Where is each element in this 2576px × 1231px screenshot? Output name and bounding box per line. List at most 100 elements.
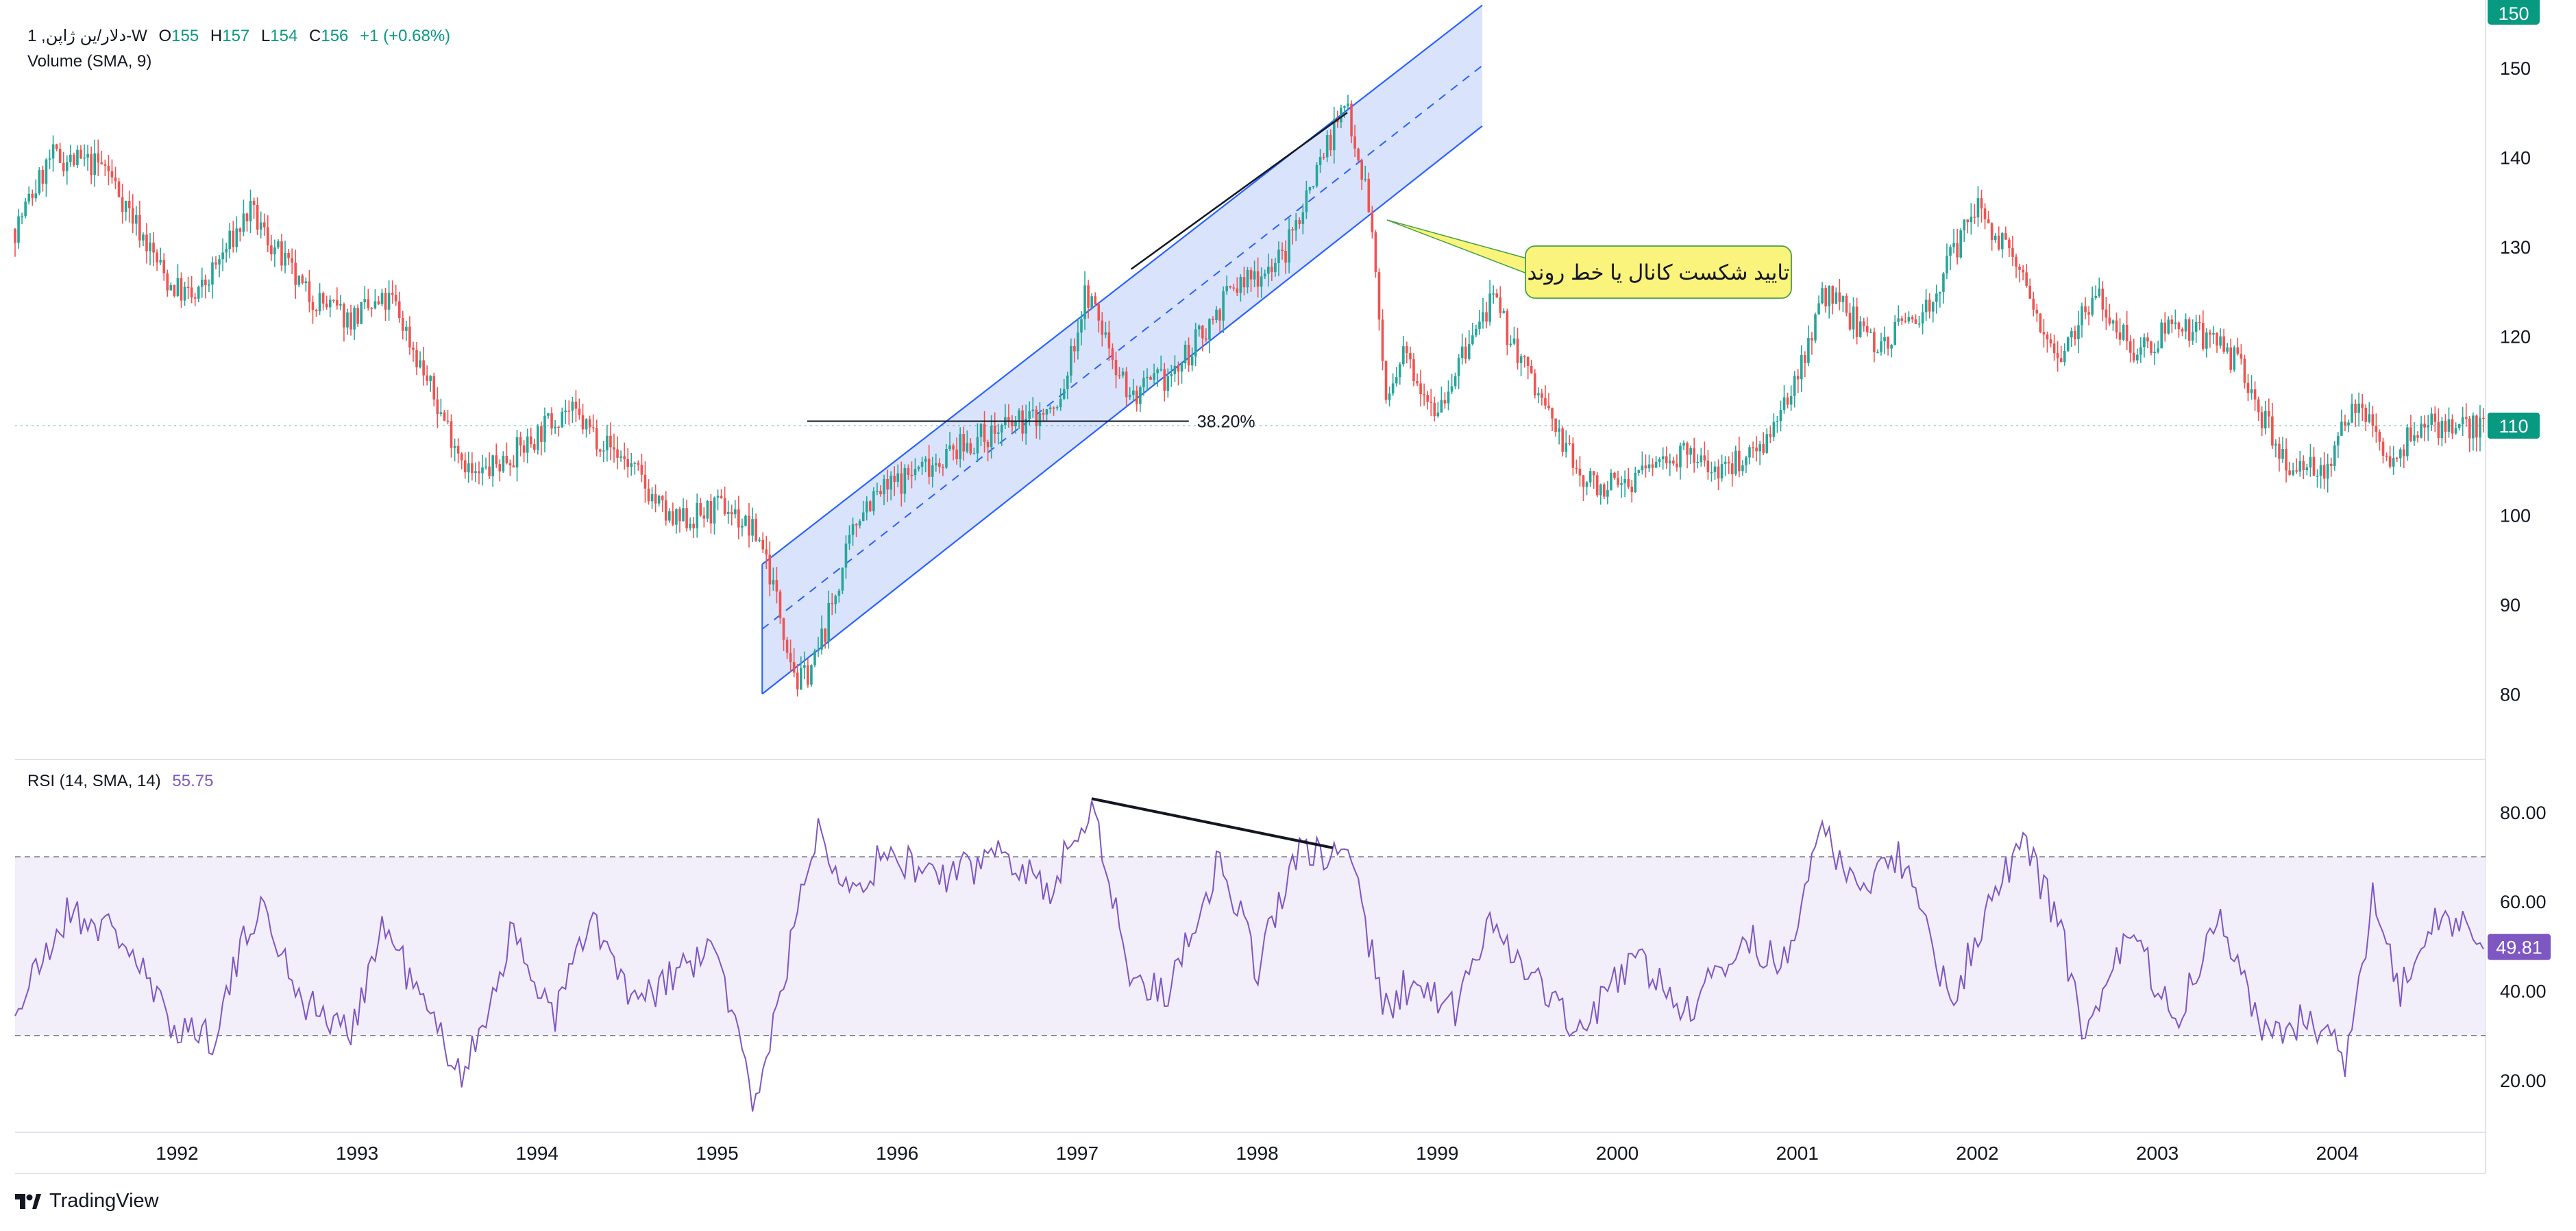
candle bbox=[45, 158, 48, 197]
candle bbox=[1537, 387, 1540, 404]
candle-body bbox=[640, 465, 643, 475]
candle bbox=[79, 145, 82, 160]
candle bbox=[2298, 450, 2302, 477]
candle bbox=[755, 513, 757, 542]
candle-body bbox=[2198, 321, 2201, 324]
candle bbox=[2115, 312, 2118, 339]
candle bbox=[1218, 308, 1221, 332]
candle-body bbox=[1097, 304, 1101, 321]
candle-body bbox=[1782, 397, 1786, 411]
candle bbox=[924, 456, 927, 472]
candle-body bbox=[650, 493, 654, 502]
candle-body bbox=[90, 154, 93, 175]
candle-body bbox=[1271, 267, 1273, 273]
candle-body bbox=[844, 544, 848, 568]
candle-body bbox=[2464, 417, 2468, 419]
candle-body bbox=[249, 201, 252, 221]
candle bbox=[1468, 330, 1471, 361]
candle-body bbox=[1239, 277, 1242, 293]
candle-body bbox=[439, 412, 443, 414]
candle bbox=[1703, 441, 1706, 467]
candle-body bbox=[1177, 365, 1180, 371]
candle bbox=[502, 451, 505, 474]
candle bbox=[1371, 206, 1374, 239]
candle-body bbox=[2454, 428, 2457, 434]
tradingview-brand[interactable]: TradingView bbox=[15, 1190, 159, 1212]
top-price-badge-bg bbox=[2488, 0, 2540, 25]
candle bbox=[2216, 332, 2218, 353]
candle bbox=[876, 483, 879, 496]
candle bbox=[1900, 315, 1904, 326]
rsi-label[interactable]: RSI (14, SMA, 14) bbox=[27, 772, 161, 790]
candle bbox=[2132, 338, 2135, 363]
candle-body bbox=[301, 275, 304, 284]
candle-body bbox=[2139, 347, 2142, 355]
candle-body bbox=[993, 425, 996, 434]
regression-channel[interactable] bbox=[761, 4, 1483, 695]
candle-body bbox=[2260, 412, 2264, 429]
fib-retracement[interactable]: 38.20% bbox=[807, 412, 1255, 431]
candle-body bbox=[1627, 478, 1630, 487]
candle-body bbox=[2181, 329, 2184, 332]
candle bbox=[2236, 337, 2240, 356]
candle bbox=[865, 496, 868, 521]
candle-body bbox=[1973, 217, 1976, 218]
candle-body bbox=[1817, 303, 1820, 315]
candle bbox=[142, 232, 145, 247]
volume-legend[interactable]: Volume (SMA, 9) bbox=[27, 52, 152, 71]
callout-annotation[interactable]: تایید شکست کانال یا خط روند bbox=[1386, 219, 1792, 299]
candle bbox=[1595, 472, 1599, 498]
candle bbox=[2337, 432, 2340, 458]
candle-body bbox=[1336, 119, 1339, 123]
candle-body bbox=[422, 360, 425, 376]
candle-body bbox=[865, 501, 868, 513]
candle-body bbox=[412, 347, 415, 350]
candle bbox=[976, 423, 979, 463]
candle bbox=[1917, 315, 1921, 328]
rsi-divergence-line[interactable] bbox=[1091, 797, 1334, 849]
candle bbox=[910, 461, 913, 489]
candle-body bbox=[107, 165, 110, 171]
candle bbox=[2094, 285, 2098, 300]
candle-body bbox=[1430, 402, 1433, 403]
candle bbox=[2150, 340, 2152, 356]
candle bbox=[284, 241, 286, 273]
candle-body bbox=[1696, 461, 1700, 463]
candle bbox=[2170, 315, 2174, 333]
candle bbox=[405, 320, 408, 341]
candle bbox=[1190, 348, 1194, 371]
candle-body bbox=[2070, 331, 2073, 338]
candle bbox=[2322, 452, 2326, 489]
candle-body bbox=[2399, 449, 2402, 459]
candle-body bbox=[1865, 326, 1869, 332]
candle-body bbox=[180, 278, 183, 301]
candle-body bbox=[702, 515, 706, 519]
symbol-label[interactable]: 1 ,دلار/ین ژاپن-W bbox=[27, 27, 147, 45]
candle bbox=[2025, 264, 2028, 288]
candle-body bbox=[1325, 135, 1329, 158]
candle-body bbox=[377, 301, 380, 304]
candle bbox=[785, 637, 789, 659]
candle-body bbox=[277, 241, 280, 248]
candle-body bbox=[1893, 321, 1896, 345]
candle-body bbox=[1315, 164, 1318, 186]
candle-body bbox=[861, 512, 865, 522]
time-tick-label-1993: 1993 bbox=[336, 1143, 378, 1164]
trend-line[interactable] bbox=[1131, 112, 1348, 270]
candle-body bbox=[173, 284, 176, 296]
candle-body bbox=[1142, 378, 1145, 388]
candle bbox=[460, 452, 463, 470]
candle bbox=[1197, 324, 1201, 337]
candle bbox=[1391, 373, 1395, 396]
candle bbox=[65, 155, 69, 185]
candle bbox=[2063, 343, 2066, 366]
candle-body bbox=[519, 437, 522, 446]
candle bbox=[1419, 369, 1422, 407]
candle bbox=[942, 464, 944, 476]
candle-body bbox=[2409, 427, 2412, 441]
candle bbox=[1599, 483, 1602, 505]
candle bbox=[633, 461, 637, 475]
candle-body bbox=[131, 208, 134, 224]
candle-body bbox=[1149, 376, 1152, 380]
